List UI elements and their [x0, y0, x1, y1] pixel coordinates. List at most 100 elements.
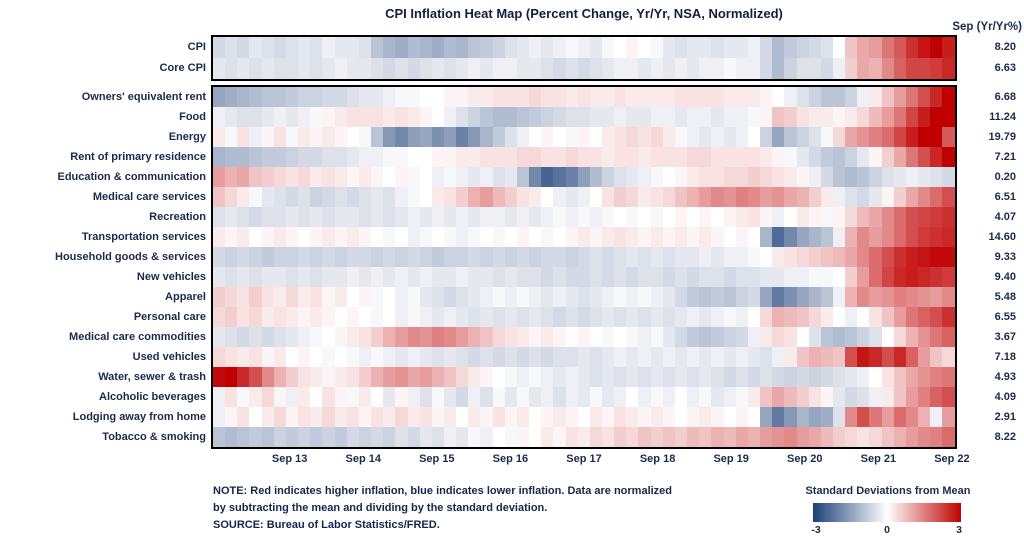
heatmap-cell — [395, 287, 408, 307]
heatmap-cell — [735, 427, 748, 447]
heatmap-cell — [808, 227, 821, 247]
heatmap-cell — [431, 58, 444, 79]
heatmap-cell — [711, 327, 724, 347]
heatmap-cell — [468, 227, 481, 247]
heatmap-cell — [699, 247, 712, 267]
heatmap-cell — [249, 347, 262, 367]
heatmap-cell — [699, 387, 712, 407]
heatmap-cell — [699, 367, 712, 387]
heatmap-cell — [225, 287, 238, 307]
heatmap-cell — [468, 187, 481, 207]
heatmap-cell — [298, 87, 311, 107]
x-tick-label: Sep 22 — [934, 453, 970, 465]
heatmap-cell — [845, 187, 858, 207]
heatmap-cell — [699, 58, 712, 79]
heatmap-cell — [298, 147, 311, 167]
heatmap-cell — [796, 37, 809, 58]
row-label: Owners' equivalent rent — [81, 91, 206, 103]
heatmap-cell — [431, 387, 444, 407]
heatmap-cell — [553, 327, 566, 347]
heatmap-cell — [711, 187, 724, 207]
heatmap-cell — [456, 287, 469, 307]
heatmap-cell — [808, 287, 821, 307]
heatmap-cell — [298, 307, 311, 327]
heatmap-cell — [395, 207, 408, 227]
heatmap-cell — [674, 227, 688, 247]
heatmap-cell — [869, 107, 882, 127]
heatmap-row — [213, 107, 955, 127]
sep-yoy-value: 11.24 — [989, 111, 1016, 123]
heatmap-cell — [443, 287, 457, 307]
heatmap-cell — [589, 127, 602, 147]
heatmap-cell — [942, 167, 955, 187]
heatmap-cell — [261, 227, 274, 247]
heatmap-cell — [541, 247, 554, 267]
heatmap-cell — [747, 247, 761, 267]
heatmap-cell — [285, 347, 299, 367]
heatmap-cell — [443, 307, 457, 327]
heatmap-cell — [820, 107, 833, 127]
heatmap-cell — [334, 407, 347, 427]
heatmap-cell — [249, 167, 262, 187]
heatmap-cell — [480, 327, 493, 347]
heatmap-cell — [772, 287, 785, 307]
heatmap-cell — [711, 247, 724, 267]
heatmap-cell — [577, 267, 590, 287]
heatmap-cell — [711, 407, 724, 427]
heatmap-cell — [772, 367, 785, 387]
heatmap-cell — [322, 58, 335, 79]
heatmap-cell — [431, 187, 444, 207]
heatmap-cell — [468, 407, 481, 427]
heatmap-cell — [869, 227, 882, 247]
heatmap-cell — [711, 127, 724, 147]
heatmap-cell — [358, 287, 372, 307]
heatmap-cell — [529, 58, 542, 79]
heatmap-cell — [796, 247, 809, 267]
heatmap-cell — [930, 167, 943, 187]
heatmap-cell — [468, 87, 481, 107]
heatmap-cell — [443, 367, 457, 387]
heatmap-cell — [261, 387, 274, 407]
heatmap-cell — [407, 207, 420, 227]
heatmap-cell — [346, 147, 359, 167]
heatmap-cell — [516, 267, 530, 287]
heatmap-cell — [881, 227, 894, 247]
heatmap-cell — [383, 37, 396, 58]
heatmap-cell — [213, 307, 226, 327]
heatmap-cell — [760, 87, 773, 107]
heatmap-cell — [650, 167, 663, 187]
heatmap-cell — [893, 167, 906, 187]
heatmap-cell — [541, 267, 554, 287]
heatmap-cell — [285, 187, 299, 207]
heatmap-cell — [930, 37, 943, 58]
heatmap-cell — [383, 327, 396, 347]
heatmap-cell — [553, 207, 566, 227]
heatmap-cell — [589, 307, 602, 327]
heatmap-cell — [322, 87, 335, 107]
heatmap-cell — [918, 267, 931, 287]
row-label: Education & communication — [57, 171, 206, 183]
heatmap-cell — [346, 407, 359, 427]
heatmap-cell — [310, 387, 323, 407]
heatmap-cell — [832, 387, 846, 407]
heatmap-cell — [626, 287, 639, 307]
heatmap-cell — [407, 367, 420, 387]
row-label: Alcoholic beverages — [99, 391, 206, 403]
heatmap-cell — [626, 407, 639, 427]
heatmap-cell — [407, 37, 420, 58]
heatmap-cell — [237, 207, 250, 227]
heatmap-cell — [443, 347, 457, 367]
heatmap-cell — [456, 247, 469, 267]
heatmap-cell — [735, 247, 748, 267]
note-line-2: by subtracting the mean and dividing by … — [213, 502, 548, 514]
heatmap-cell — [711, 58, 724, 79]
heatmap-cell — [395, 267, 408, 287]
heatmap-cell — [881, 327, 894, 347]
heatmap-cell — [869, 187, 882, 207]
heatmap-cell — [772, 147, 785, 167]
heatmap-cell — [930, 407, 943, 427]
heatmap-cell — [930, 327, 943, 347]
heatmap-cell — [905, 187, 919, 207]
heatmap-cell — [358, 187, 372, 207]
heatmap-cell — [407, 187, 420, 207]
